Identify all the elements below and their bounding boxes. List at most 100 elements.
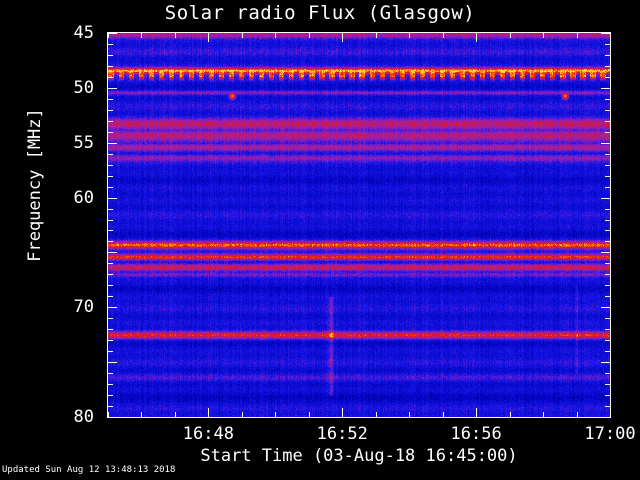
y-tick-right-80 xyxy=(601,417,610,418)
y-tick-55 xyxy=(108,143,117,144)
y-tick-label-60: 60 xyxy=(73,187,94,208)
x-tick-bottom-1 xyxy=(141,412,142,417)
y-tick-right-67 xyxy=(605,274,610,275)
x-tick-bottom-2 xyxy=(175,412,176,417)
x-tick-label-16:52: 16:52 xyxy=(316,424,368,444)
y-tick-right-59 xyxy=(605,187,610,188)
y-tick-62 xyxy=(108,220,113,221)
y-tick-66 xyxy=(108,263,113,264)
y-tick-right-49 xyxy=(605,77,610,78)
y-tick-right-79 xyxy=(605,406,610,407)
x-tick-bottom-9 xyxy=(409,412,410,417)
x-tick-top-3 xyxy=(208,33,209,42)
x-tick-bottom-6 xyxy=(309,412,310,417)
y-tick-68 xyxy=(108,285,113,286)
x-tick-top-11 xyxy=(476,33,477,42)
y-tick-78 xyxy=(108,395,113,396)
y-tick-right-60 xyxy=(601,198,610,199)
y-tick-74 xyxy=(108,351,113,352)
y-tick-right-52 xyxy=(605,110,610,111)
x-tick-bottom-11 xyxy=(476,408,477,417)
x-tick-top-10 xyxy=(443,33,444,38)
y-tick-right-53 xyxy=(605,121,610,122)
x-tick-label-16:48: 16:48 xyxy=(182,424,234,444)
y-tick-right-50 xyxy=(601,88,610,89)
y-tick-56 xyxy=(108,154,113,155)
y-tick-right-61 xyxy=(605,209,610,210)
y-tick-right-77 xyxy=(605,384,610,385)
x-tick-top-2 xyxy=(175,33,176,38)
y-tick-right-70 xyxy=(601,307,610,308)
y-tick-right-45 xyxy=(601,33,610,34)
x-tick-label-16:56: 16:56 xyxy=(450,424,502,444)
x-tick-bottom-12 xyxy=(510,412,511,417)
y-tick-75 xyxy=(108,362,117,363)
y-tick-right-78 xyxy=(605,395,610,396)
y-tick-right-51 xyxy=(605,99,610,100)
y-tick-right-47 xyxy=(605,55,610,56)
y-tick-71 xyxy=(108,318,113,319)
y-tick-46 xyxy=(108,44,113,45)
y-tick-58 xyxy=(108,176,113,177)
y-tick-right-75 xyxy=(601,362,610,363)
y-tick-76 xyxy=(108,373,113,374)
y-tick-right-48 xyxy=(605,66,610,67)
x-tick-label-17:00: 17:00 xyxy=(584,424,636,444)
x-tick-top-0 xyxy=(108,33,109,38)
x-tick-top-4 xyxy=(242,33,243,38)
x-tick-bottom-4 xyxy=(242,412,243,417)
y-tick-right-58 xyxy=(605,176,610,177)
y-tick-64 xyxy=(108,241,113,242)
y-tick-48 xyxy=(108,66,113,67)
x-tick-bottom-14 xyxy=(577,412,578,417)
x-tick-top-9 xyxy=(409,33,410,38)
y-tick-label-55: 55 xyxy=(73,132,94,153)
x-tick-bottom-3 xyxy=(208,408,209,417)
y-tick-label-80: 80 xyxy=(73,407,94,427)
y-tick-right-64 xyxy=(605,241,610,242)
x-tick-top-12 xyxy=(510,33,511,38)
x-tick-top-5 xyxy=(275,33,276,38)
page-title: Solar radio Flux (Glasgow) xyxy=(164,2,476,24)
y-tick-right-54 xyxy=(605,132,610,133)
y-tick-52 xyxy=(108,110,113,111)
y-tick-53 xyxy=(108,121,113,122)
spectrogram-plot-area[interactable] xyxy=(108,33,610,417)
y-tick-49 xyxy=(108,77,113,78)
y-tick-right-74 xyxy=(605,351,610,352)
y-tick-73 xyxy=(108,340,113,341)
y-tick-right-71 xyxy=(605,318,610,319)
x-tick-bottom-0 xyxy=(108,412,109,417)
y-tick-right-68 xyxy=(605,285,610,286)
y-tick-right-57 xyxy=(605,165,610,166)
updated-timestamp: Updated Sun Aug 12 13:48:13 2018 xyxy=(2,465,176,475)
y-tick-right-76 xyxy=(605,373,610,374)
x-tick-bottom-15 xyxy=(610,408,611,417)
y-tick-45 xyxy=(108,33,117,34)
x-axis-title: Start Time (03-Aug-18 16:45:00) xyxy=(200,446,518,466)
y-tick-60 xyxy=(108,198,117,199)
y-tick-right-66 xyxy=(605,263,610,264)
x-tick-top-8 xyxy=(376,33,377,38)
x-tick-top-6 xyxy=(309,33,310,38)
x-tick-bottom-8 xyxy=(376,412,377,417)
y-tick-70 xyxy=(108,307,117,308)
x-tick-top-15 xyxy=(610,33,611,42)
y-tick-47 xyxy=(108,55,113,56)
y-tick-65 xyxy=(108,252,117,253)
y-tick-59 xyxy=(108,187,113,188)
y-tick-51 xyxy=(108,99,113,100)
x-tick-bottom-5 xyxy=(275,412,276,417)
y-tick-63 xyxy=(108,230,113,231)
x-tick-top-1 xyxy=(141,33,142,38)
y-tick-69 xyxy=(108,296,113,297)
y-tick-77 xyxy=(108,384,113,385)
y-tick-right-63 xyxy=(605,230,610,231)
y-tick-72 xyxy=(108,329,113,330)
x-tick-top-14 xyxy=(577,33,578,38)
spectrogram-image xyxy=(108,33,610,417)
y-tick-label-45: 45 xyxy=(73,23,94,43)
y-tick-79 xyxy=(108,406,113,407)
y-tick-50 xyxy=(108,88,117,89)
